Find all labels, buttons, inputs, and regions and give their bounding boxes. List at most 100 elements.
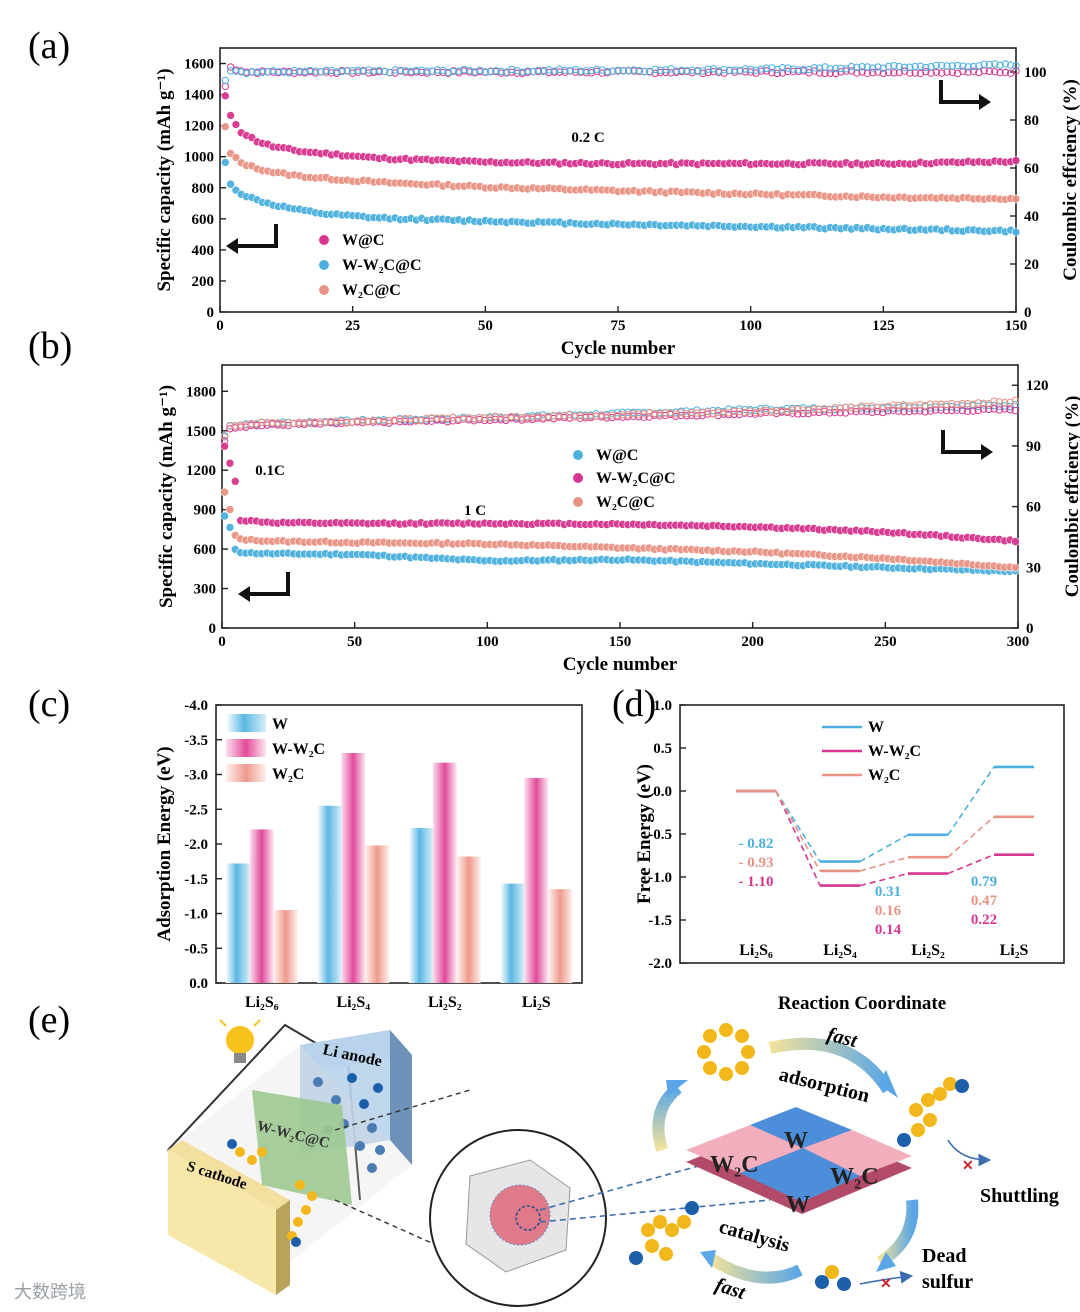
legend-label-blue: W	[272, 716, 288, 733]
ce-point	[699, 67, 707, 75]
ce-point	[910, 401, 919, 410]
ce-point	[459, 414, 468, 423]
capacity-point	[230, 477, 240, 486]
y-tick-label: 1500	[186, 424, 216, 440]
ce-point	[736, 66, 744, 75]
ce-point	[322, 66, 330, 74]
schematic-e: Li anode W-W₂C@C S cathode	[167, 1019, 1059, 1307]
ce-point	[682, 407, 691, 415]
legend-swatch-blue	[226, 714, 266, 732]
ce-point	[545, 66, 553, 74]
ce-point	[274, 68, 283, 76]
ce-point	[836, 404, 844, 413]
ce-point	[480, 414, 489, 422]
ce-point	[587, 412, 595, 420]
ce-point	[444, 68, 452, 77]
arrow-fast-adsorption	[768, 1037, 894, 1094]
ce-point	[773, 69, 781, 78]
category-label: Li₂S₆	[739, 942, 773, 959]
ce-point	[878, 403, 887, 411]
ce-point	[831, 404, 839, 412]
step-label-pink: - 1.10	[739, 874, 774, 890]
ce-point	[932, 400, 940, 409]
ce-point	[715, 67, 723, 75]
bar-blue	[317, 805, 342, 983]
ce-point	[800, 65, 808, 74]
legend-label-pink: W-W₂C	[868, 743, 921, 760]
x-tick-label: 50	[347, 634, 362, 650]
ce-point	[317, 68, 325, 76]
catalysis-label: catalysis	[717, 1216, 793, 1257]
ce-point	[937, 400, 945, 408]
energy-series-salmon	[736, 789, 1034, 873]
ce-point	[608, 67, 617, 75]
ce-point	[248, 67, 256, 76]
ce-point	[677, 411, 685, 420]
ce-point	[592, 412, 600, 420]
y-tick-label: 1200	[184, 119, 214, 135]
ce-point	[815, 69, 824, 77]
ce-point	[662, 66, 670, 74]
annotation-01c: 0.1C	[255, 463, 285, 479]
x-tick-label: 75	[611, 318, 626, 334]
ce-point	[242, 69, 251, 78]
ce-point	[427, 414, 436, 422]
legend-swatch-salmon	[226, 764, 266, 782]
y2-tick-label: 80	[1024, 113, 1039, 129]
ce-point	[380, 67, 389, 76]
ce-point	[688, 66, 696, 74]
bar-pink	[524, 777, 549, 983]
y-tick-label: -0.5	[648, 827, 672, 843]
ce-point	[794, 410, 802, 418]
ce-point	[513, 66, 521, 75]
category-label: Li₂S	[1000, 942, 1029, 959]
ce-point	[735, 407, 744, 416]
ce-point	[932, 406, 940, 414]
step-label-blue: 0.79	[971, 874, 997, 890]
ce-point	[873, 403, 882, 412]
ce-point	[974, 399, 982, 407]
ce-point	[831, 64, 840, 73]
ce-point	[746, 65, 755, 74]
legend-b-ww2c-marker	[573, 473, 583, 483]
ce-point	[274, 419, 282, 427]
ce-point	[598, 66, 606, 74]
ce-point	[756, 404, 765, 413]
ce-point	[911, 62, 919, 71]
y-tick-label: 1000	[184, 150, 214, 166]
ce-point	[507, 412, 515, 421]
ce-point	[943, 62, 951, 70]
ce-series-pink	[221, 63, 1020, 91]
ce-point	[634, 410, 643, 418]
ce-point	[528, 413, 537, 422]
ce-point	[687, 408, 696, 417]
ce-point	[577, 67, 585, 76]
ce-point	[247, 420, 255, 428]
ce-point	[704, 65, 712, 73]
ce-point	[428, 67, 436, 75]
ce-point	[555, 412, 563, 420]
legend-b-wc-marker	[573, 450, 583, 460]
right-axis-arrow-head	[979, 94, 991, 110]
ce-point	[979, 399, 988, 408]
ce-point	[756, 407, 765, 416]
ce-point	[518, 68, 527, 76]
y-tick-label: -0.5	[184, 941, 208, 957]
x-tick-label: 50	[478, 318, 493, 334]
ce-point	[396, 418, 404, 426]
step-label-salmon: 0.47	[971, 893, 998, 909]
ce-point	[491, 412, 499, 421]
legend-label-blue: W	[868, 719, 884, 736]
ce-point	[969, 62, 978, 71]
ce-point	[486, 68, 495, 76]
ce-point	[396, 415, 404, 424]
ce-point	[443, 414, 452, 423]
y-tick-label: 1200	[186, 463, 216, 479]
ce-point	[343, 418, 351, 426]
ce-point	[380, 417, 388, 425]
category-label: Li₂S₆	[245, 994, 279, 1011]
cell-polysulfide-chain	[227, 1139, 317, 1247]
ce-point	[603, 412, 611, 420]
ce-point	[497, 67, 505, 76]
